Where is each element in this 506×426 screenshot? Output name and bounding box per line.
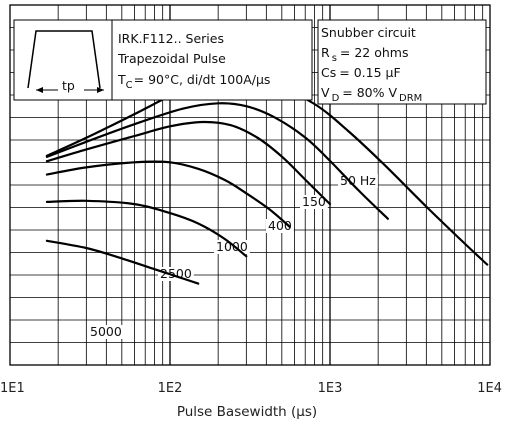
series-label-bg — [338, 174, 378, 188]
device-series-label: IRK.F112.. Series — [118, 31, 224, 46]
series-label-6: 5000 — [90, 324, 122, 339]
device-annotation: tp IRK.F112.. Series Trapezoidal Pulse T… — [13, 19, 313, 101]
test-condition-label: TC= 90°C, di/dt 100A/µs — [117, 72, 270, 91]
series-label-3: 400 — [268, 218, 292, 233]
trapezoid-pulse-icon — [27, 30, 101, 89]
series-line-6 — [45, 239, 200, 285]
snubber-cs: Cs = 0.15 µF — [321, 65, 401, 80]
arrow-left-icon — [36, 87, 43, 93]
pulse-diagram: tp — [27, 20, 113, 100]
series-line-4 — [45, 160, 291, 228]
series-line-5 — [45, 199, 248, 258]
snubber-vd: V D = 80% V DRM — [321, 85, 422, 104]
series-label-2: 150 — [302, 194, 326, 209]
x-tick-label: 1E3 — [318, 381, 343, 396]
series-label-bg — [88, 325, 124, 339]
x-tick-label: 1E1 — [0, 381, 25, 396]
pulse-width-label: tp — [62, 78, 75, 93]
series-line-3 — [45, 120, 332, 206]
x-axis-label: Pulse Basewidth (µs) — [177, 404, 317, 420]
x-tick-labels: 1E1 1E2 1E3 1E4 — [0, 381, 502, 396]
snubber-annotation-box — [317, 19, 487, 105]
plot-frame — [9, 4, 491, 366]
series-label-4: 1000 — [216, 239, 248, 254]
x-tick-label: 1E2 — [158, 381, 183, 396]
series-label-bg — [158, 267, 194, 281]
series-label-bg — [300, 195, 328, 209]
pulse-type-label: Trapezoidal Pulse — [117, 51, 226, 66]
series-label-bg — [266, 219, 294, 233]
series-line-2 — [45, 102, 389, 220]
arrow-right-icon — [97, 87, 104, 93]
snubber-title: Snubber circuit — [321, 25, 416, 40]
series-label-5: 2500 — [160, 266, 192, 281]
x-tick-label: 1E4 — [477, 381, 502, 396]
series-label-1: 50 Hz — [340, 173, 376, 188]
